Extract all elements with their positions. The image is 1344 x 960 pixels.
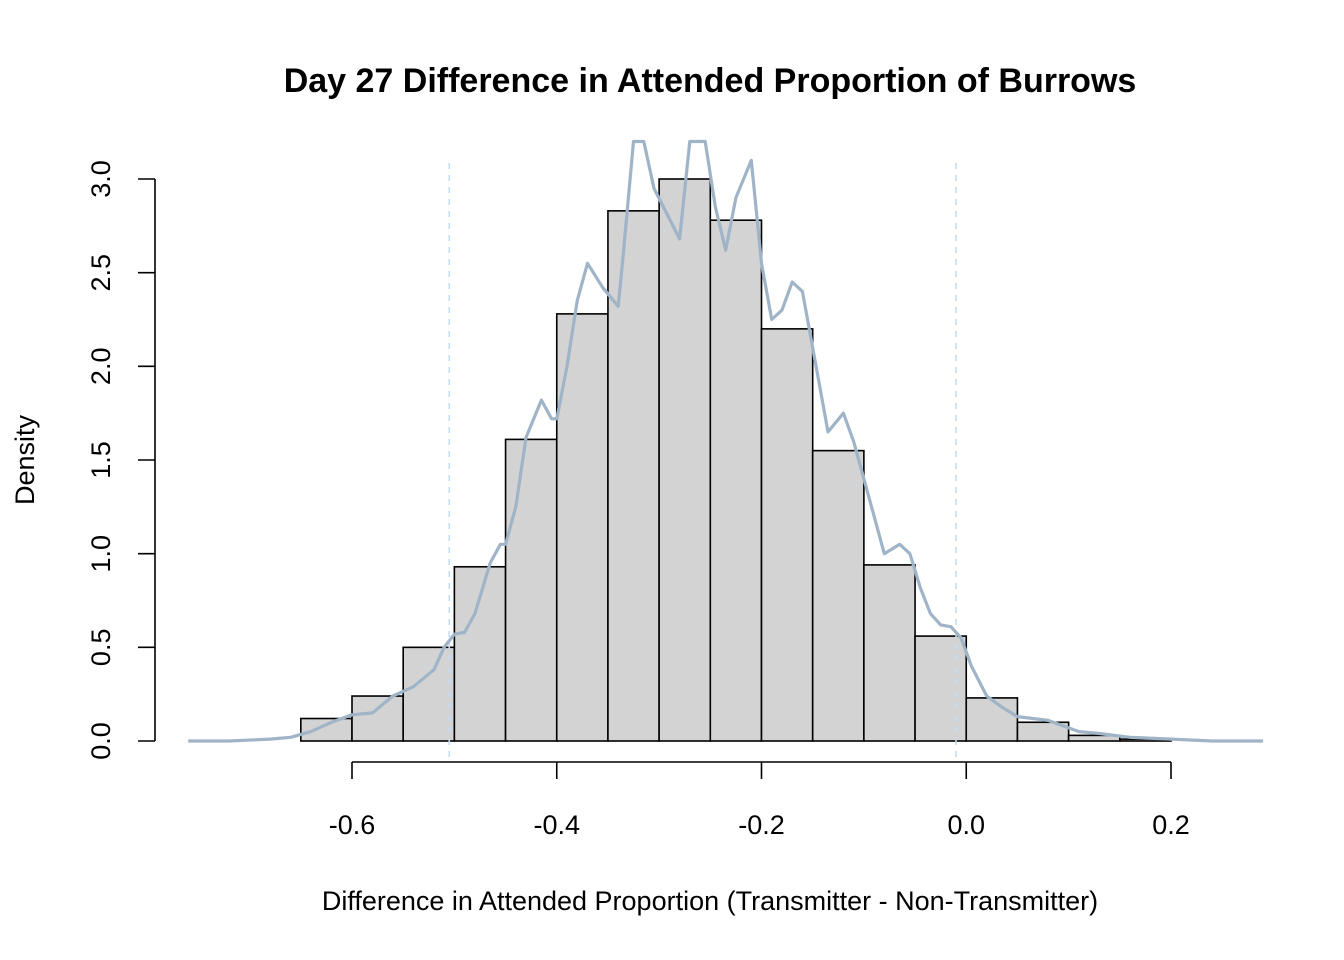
y-tick-label: 0.5 [86,629,116,667]
histogram-bar [709,219,763,742]
histogram-bar [607,210,660,742]
y-axis: 0.0 0.5 1.0 1.5 2.0 2.5 3.0 [86,160,156,760]
x-axis-label: Difference in Attended Proportion (Trans… [322,886,1098,916]
plot-area [188,139,1264,760]
x-tick-label: 0.0 [947,810,985,840]
density-curve [188,139,1264,743]
x-tick-label: 0.2 [1152,810,1190,840]
histogram-bar [1067,734,1121,742]
histogram-bar [811,449,865,742]
x-tick-label: -0.6 [329,810,376,840]
histogram-bar [658,178,712,742]
histogram-bar [863,564,916,742]
x-axis: -0.6 -0.4 -0.2 0.0 0.2 [329,761,1190,840]
histogram-bar [965,697,1019,742]
x-tick-label: -0.4 [533,810,580,840]
y-tick-label: 0.0 [86,722,116,760]
histogram-bar [1016,721,1070,742]
y-tick-label: 1.5 [86,441,116,479]
histogram-bar [555,313,609,742]
histogram-bar [402,646,456,742]
y-tick-label: 2.0 [86,348,116,386]
y-axis-label: Density [10,414,40,505]
bars [300,178,1172,742]
reference-lines [448,163,957,760]
y-tick-label: 1.0 [86,535,116,573]
histogram-bar [760,328,814,742]
histogram-bar [914,635,968,742]
x-tick-label: -0.2 [738,810,785,840]
y-tick-label: 3.0 [86,160,116,198]
y-tick-label: 2.5 [86,254,116,292]
chart-title: Day 27 Difference in Attended Proportion… [284,62,1137,100]
histogram-bar [351,695,404,742]
histogram-bar [504,438,558,742]
histogram-bar [300,717,353,742]
